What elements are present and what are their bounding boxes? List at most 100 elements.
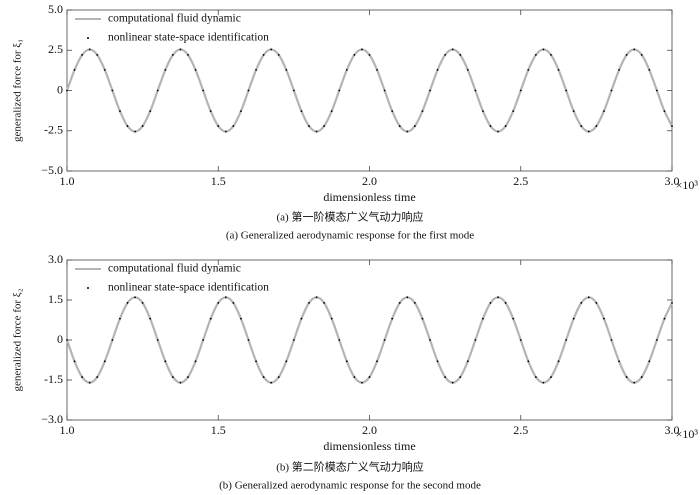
data-point — [459, 376, 462, 378]
data-point — [497, 296, 499, 299]
y-tick-label: 3.0 — [48, 252, 63, 266]
data-point — [421, 317, 424, 320]
data-point — [111, 339, 114, 341]
data-point — [580, 125, 583, 127]
x-multiplier: ×10³ — [676, 178, 699, 192]
data-point — [368, 376, 371, 378]
data-point — [81, 54, 84, 56]
data-point — [648, 68, 651, 71]
data-point — [640, 54, 643, 56]
data-point — [474, 339, 477, 341]
data-point — [527, 68, 530, 71]
y-tick-label: 1.5 — [48, 292, 63, 306]
x-tick-label: 2.0 — [362, 174, 377, 188]
data-point — [96, 54, 99, 56]
data-point — [209, 110, 212, 113]
data-point — [655, 339, 658, 341]
data-point — [587, 296, 590, 299]
y-tick-label: 0 — [57, 332, 63, 346]
data-point — [497, 130, 499, 133]
data-point — [103, 360, 106, 363]
data-point — [663, 110, 666, 113]
data-point — [300, 317, 303, 320]
x-tick-label: 3.0 — [665, 423, 680, 437]
data-point — [655, 89, 658, 92]
data-point — [625, 54, 628, 56]
data-point — [542, 381, 545, 384]
y-tick-label: 2.5 — [48, 42, 63, 56]
data-point — [482, 317, 484, 320]
data-point — [255, 68, 257, 71]
data-point — [308, 302, 310, 304]
data-point — [119, 317, 121, 320]
x-tick-label: 1.0 — [60, 174, 75, 188]
y-tick-label: 0 — [57, 82, 63, 96]
y-tick-label: -1.5 — [44, 372, 63, 386]
data-point — [202, 339, 205, 341]
data-point — [156, 339, 159, 341]
x-tick-label: 1.0 — [60, 423, 75, 437]
data-point — [134, 296, 136, 299]
data-point — [73, 360, 76, 363]
y-tick-label: -2.5 — [44, 123, 63, 137]
data-point — [436, 68, 439, 71]
data-point — [459, 54, 462, 56]
data-point — [383, 89, 386, 92]
data-point — [550, 54, 552, 56]
data-point — [565, 339, 568, 341]
x-multiplier: ×10³ — [676, 427, 699, 441]
data-point — [194, 360, 197, 363]
data-point — [338, 339, 341, 341]
data-point — [292, 339, 295, 341]
data-point — [187, 54, 189, 56]
data-point — [353, 376, 356, 378]
data-point — [429, 89, 431, 92]
data-point — [580, 302, 583, 304]
data-point — [413, 302, 416, 304]
data-point — [451, 48, 454, 51]
data-point — [224, 130, 227, 133]
data-point — [323, 125, 326, 127]
data-point — [96, 376, 99, 378]
data-point — [255, 360, 257, 363]
data-point — [149, 317, 152, 320]
x-tick-label: 2.0 — [362, 423, 377, 437]
x-tick-label: 1.5 — [211, 423, 226, 437]
data-point — [224, 296, 227, 299]
data-point — [164, 68, 167, 71]
data-point — [550, 376, 552, 378]
data-point — [164, 360, 167, 363]
data-point — [504, 302, 507, 304]
data-point — [171, 376, 174, 378]
data-point — [156, 89, 159, 92]
data-point — [217, 125, 220, 127]
data-point — [88, 381, 91, 384]
x-tick-label: 1.5 — [211, 174, 226, 188]
x-tick-label: 2.5 — [513, 174, 528, 188]
data-point — [232, 302, 235, 304]
data-point — [270, 48, 273, 51]
data-point — [338, 89, 341, 92]
data-point — [671, 302, 673, 304]
legend-label: nonlinear state-space identification — [108, 32, 269, 44]
data-point — [247, 89, 250, 92]
data-point — [285, 68, 288, 71]
data-point — [436, 360, 439, 363]
data-point — [126, 302, 129, 304]
data-point — [361, 381, 363, 384]
data-point — [262, 376, 265, 378]
data-point — [610, 339, 613, 341]
data-point — [618, 68, 620, 71]
data-point — [534, 376, 537, 378]
x-tick-label: 2.5 — [513, 423, 528, 437]
data-point — [671, 125, 673, 127]
data-point — [247, 339, 250, 341]
y-axis-label: generalized force for ξ₂ — [12, 288, 24, 391]
data-point — [66, 339, 68, 341]
caption-en: (a) Generalized aerodynamic response for… — [226, 230, 474, 242]
data-point — [640, 376, 643, 378]
data-point — [663, 317, 666, 320]
data-point — [466, 68, 469, 71]
data-point — [73, 68, 76, 71]
data-point — [527, 360, 530, 363]
